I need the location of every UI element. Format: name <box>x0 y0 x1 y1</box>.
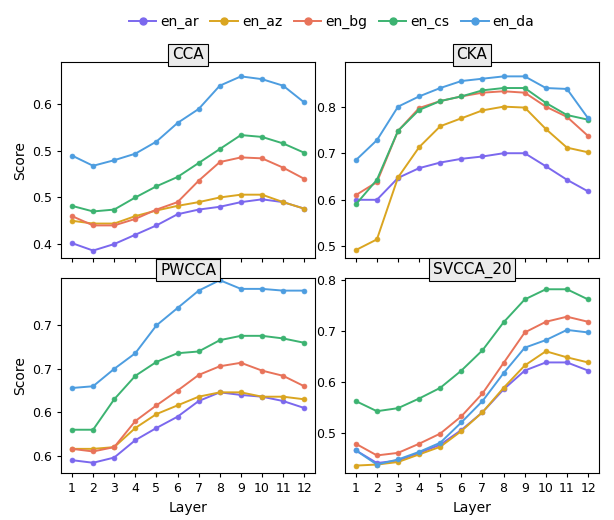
Text: SVCCA_20: SVCCA_20 <box>433 262 511 278</box>
X-axis label: Layer: Layer <box>453 501 491 515</box>
Text: CCA: CCA <box>173 47 204 62</box>
Y-axis label: Score: Score <box>13 141 27 179</box>
Y-axis label: Score: Score <box>13 356 27 395</box>
X-axis label: Layer: Layer <box>169 501 208 515</box>
Legend: en_ar, en_az, en_bg, en_cs, en_da: en_ar, en_az, en_bg, en_cs, en_da <box>123 9 540 35</box>
Text: PWCCA: PWCCA <box>160 263 216 278</box>
Text: CKA: CKA <box>457 47 488 62</box>
